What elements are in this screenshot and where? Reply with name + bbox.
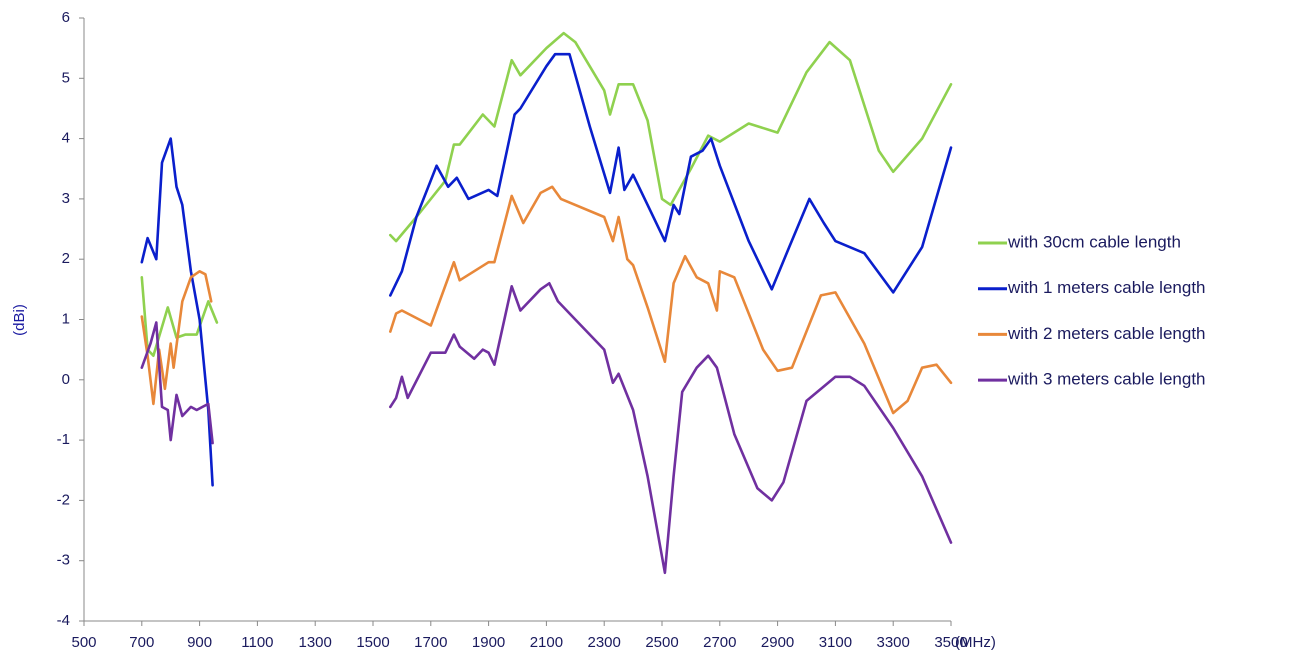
y-axis-label: (dBi) (11, 304, 28, 336)
x-tick-label: 900 (187, 634, 212, 651)
x-tick-label: 500 (71, 634, 96, 651)
y-tick-label: 2 (62, 250, 70, 267)
legend: with 30cm cable length with 1 meters cabl… (978, 232, 1206, 389)
x-tick-label: 1500 (356, 634, 389, 651)
x-tick-label: 3100 (819, 634, 852, 651)
legend-label: with 2 meters cable length (1007, 324, 1206, 343)
y-tick-label: -3 (57, 552, 70, 569)
legend-label: with 3 meters cable length (1007, 370, 1206, 389)
x-tick-label: 700 (129, 634, 154, 651)
x-tick-label: 2900 (761, 634, 794, 651)
y-tick-label: -4 (57, 612, 70, 629)
x-tick-label: 1900 (472, 634, 505, 651)
x-tick-label: 3300 (877, 634, 910, 651)
x-tick-label: 3500 (934, 634, 967, 651)
series-line (140, 52, 953, 487)
x-tick-label: 2700 (703, 634, 736, 651)
x-tick-label: 2300 (588, 634, 621, 651)
x-tick-label: 2100 (530, 634, 563, 651)
x-tick-label: 1100 (241, 634, 273, 651)
y-tick-label: 1 (62, 310, 70, 327)
y-tick-label: 4 (62, 130, 70, 147)
y-tick-label: 3 (62, 190, 70, 207)
y-tick-label: 0 (62, 371, 70, 388)
legend-label: with 1 meters cable length (1007, 278, 1206, 297)
x-tick-label: 1700 (414, 634, 447, 651)
y-tick-label: -1 (57, 431, 70, 448)
x-tick-label: 1300 (299, 634, 332, 651)
x-axis-label: (MHz) (955, 634, 996, 651)
series-line (140, 31, 953, 357)
series-line (140, 282, 953, 575)
x-tick-label: 2500 (645, 634, 678, 651)
y-tick-label: 6 (62, 9, 70, 26)
series-line (140, 185, 953, 415)
y-tick-label: 5 (62, 69, 70, 86)
y-tick-label: -2 (57, 491, 70, 508)
legend-label: with 30cm cable length (1007, 232, 1181, 251)
